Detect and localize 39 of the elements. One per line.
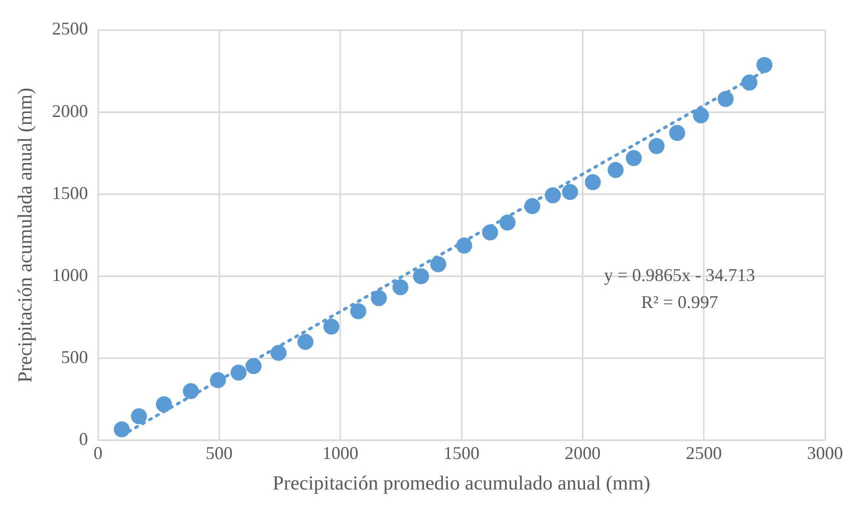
- y-tick-label: 0: [79, 429, 88, 450]
- point: [392, 279, 408, 296]
- x-tick-label: 0: [94, 442, 102, 463]
- point: [430, 256, 446, 272]
- point: [182, 383, 199, 400]
- annotation: R² = 0.997: [641, 292, 718, 312]
- y-axis-title: Precipitación acumulada anual (mm): [14, 88, 36, 383]
- x-tick-label: 3000: [807, 442, 843, 463]
- point: [718, 90, 734, 107]
- y-tick-label: 1500: [52, 182, 88, 203]
- x-tick-label: 1500: [444, 442, 480, 463]
- point: [114, 421, 130, 438]
- x-tick-label: 1000: [322, 442, 358, 463]
- point: [692, 107, 709, 124]
- point: [156, 396, 172, 412]
- point: [370, 290, 387, 306]
- x-tick-label: 2500: [686, 442, 722, 463]
- x-tick-label: 2000: [564, 442, 601, 463]
- point: [669, 124, 686, 141]
- point: [648, 138, 665, 154]
- annotation: y = 0.9865x - 34.713: [604, 264, 756, 285]
- point: [413, 268, 430, 284]
- point: [350, 303, 366, 320]
- x-axis-title: Precipitación promedio acumulado anual (mm): [272, 472, 650, 494]
- point: [500, 214, 516, 231]
- x-tick-label: 500: [206, 442, 233, 463]
- point: [562, 184, 578, 200]
- point: [626, 150, 642, 166]
- y-tick-label: 2000: [52, 100, 88, 121]
- point: [297, 334, 314, 350]
- point: [584, 174, 601, 190]
- point: [270, 344, 287, 361]
- point: [323, 318, 340, 335]
- point: [130, 408, 147, 424]
- y-tick-label: 2500: [52, 18, 88, 39]
- point: [756, 56, 772, 73]
- y-tick-label: 1000: [52, 264, 88, 285]
- point: [608, 162, 624, 178]
- y-tick-label: 500: [61, 347, 88, 368]
